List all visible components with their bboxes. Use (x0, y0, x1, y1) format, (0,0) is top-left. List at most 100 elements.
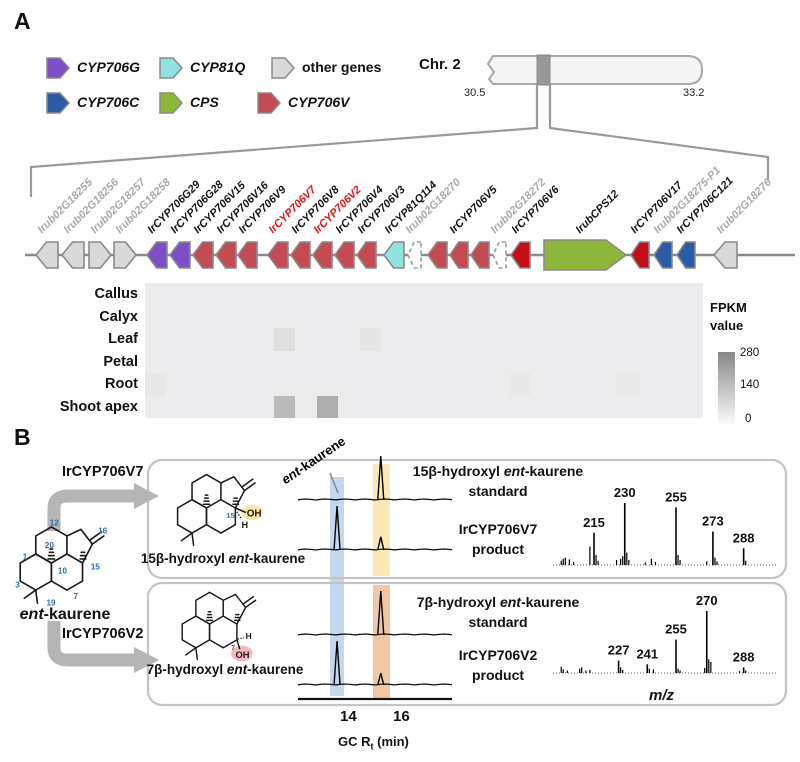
gc-tick-16: 16 (393, 708, 410, 725)
gene-arrow-IrubCPS12 (543, 239, 628, 271)
gene-arrow-IrCYP706V3 (356, 241, 377, 269)
svg-text:7: 7 (74, 592, 79, 601)
fpkm-tick-280: 280 (740, 347, 760, 359)
svg-text:15: 15 (91, 563, 101, 572)
gene-arrow-Irub02G18257 (88, 241, 113, 269)
svg-text:16: 16 (98, 526, 108, 535)
box-15b-hydroxyl (146, 458, 788, 580)
gene-arrow-IrCYP706V2 (312, 241, 333, 269)
product-top-name: 15β-hydroxyl ent-kaurene (140, 551, 306, 566)
chromosome-2-ideogram (486, 54, 704, 86)
gene-arrow-Irub02G18272 (492, 241, 507, 269)
fpkm-tick-140: 140 (740, 379, 760, 391)
fpkm-scale-title-1: FPKM (710, 300, 747, 315)
legend-label-CPS: CPS (190, 94, 219, 110)
gene-cluster-track (25, 239, 795, 271)
heatmap-row-label-leaf: Leaf (108, 331, 138, 347)
mass-spectra: 215 230 255 273 288 227 241 255 270 288 (553, 485, 778, 674)
reaction-arrow-bottom-head (134, 647, 159, 673)
fpkm-scale-title-2: value (710, 318, 744, 333)
svg-text:12: 12 (50, 518, 60, 527)
trace-label-v7-product: IrCYP706V7 product (458, 521, 538, 557)
gene-arrow-IrCYP706V9 (237, 241, 258, 269)
mz-axis-label: m/z (644, 687, 680, 704)
heatmap-cell-leaf-col7 (273, 328, 296, 351)
trace-label-15b-standard: 15β-hydroxyl ent-kaurene standard (412, 463, 584, 499)
ms-peak-label-227: 227 (608, 643, 630, 658)
gene-arrow-IrCYP706G28 (169, 241, 191, 269)
legend-label-Q: CYP81Q (190, 59, 246, 75)
trace-label-v2-product: IrCYP706V2 product (458, 647, 538, 683)
svg-text:20: 20 (45, 541, 55, 550)
svg-text:10: 10 (58, 567, 68, 576)
chromosome-end-mb: 33.2 (683, 87, 705, 99)
ms-peak-label-288: 288 (733, 649, 755, 664)
legend-label-C: CYP706C (77, 94, 140, 110)
gene-arrow-IrCYP706C121 (676, 241, 696, 269)
gc-axis-label: GC Rt (min) (338, 734, 409, 752)
chromosome-start-mb: 30.5 (464, 87, 486, 99)
gene-arrow-IrCYP706V4 (334, 241, 355, 269)
product-bottom-name: 7β-hydroxyl ent-kaurene (146, 662, 304, 677)
svg-text:OH: OH (235, 650, 249, 660)
reaction-arrow-top (47, 489, 134, 531)
panel-a-label: A (14, 8, 31, 34)
gene-arrow-IrCYP706V15 (192, 241, 214, 269)
svg-text:H: H (241, 520, 248, 530)
heatmap-row-label-calyx: Calyx (99, 308, 138, 325)
legend-arrow-C-icon (46, 92, 71, 114)
ms-peak-label-255: 255 (665, 622, 687, 637)
heatmap-cell-shoot-apex-col9 (316, 395, 339, 418)
svg-text:OH: OH (247, 508, 262, 519)
svg-text:H: H (246, 631, 252, 641)
gene-arrow-Irub02G18276 (712, 241, 738, 269)
enzyme-label-v2: IrCYP706V2 (62, 626, 144, 642)
heatmap-row-label-shoot-apex: Shoot apex (59, 398, 138, 415)
ms-peak-label-270: 270 (696, 593, 718, 608)
gene-arrow-Irub02G18270 (407, 241, 422, 269)
heatmap-cell-root-col23 (617, 373, 639, 396)
fpkm-scale-gradient (718, 352, 735, 424)
ms-peak-label-230: 230 (614, 485, 636, 500)
legend-label-other: other genes (302, 59, 382, 75)
result-boxes (146, 458, 788, 707)
svg-text:19: 19 (46, 599, 56, 608)
gene-arrow-IrCYP706V17 (630, 241, 650, 269)
structure-ent-kaurene: 1 3 20 10 12 16 15 7 19 (15, 518, 107, 607)
gc-chromatograms (297, 455, 453, 686)
legend-arrow-CPS-icon (159, 92, 184, 114)
reaction-arrow-bottom (47, 621, 134, 667)
svg-text:7: 7 (231, 643, 235, 652)
annotation-pointer (329, 472, 339, 494)
gene-arrow-IrCYP706V5 (449, 241, 469, 269)
legend-arrow-other-icon (271, 57, 296, 79)
heatmap-row-label-root: Root (104, 376, 138, 392)
reaction-arrow-top-head (134, 483, 159, 509)
structure-7b-hydroxyl-ent-kaurene: OH H 7 (181, 591, 257, 662)
zoom-funnel-lines (29, 85, 770, 197)
gene-arrow-unlabeled (470, 241, 490, 269)
gene-arrow-IrCYP706V16 (215, 241, 237, 269)
fpkm-heatmap (145, 283, 703, 418)
heatmap-cell-leaf-col11 (359, 328, 382, 351)
box-7b-hydroxyl (146, 581, 788, 707)
heatmap-cell-root-col1 (145, 373, 167, 396)
ms-peak-label-288: 288 (733, 530, 755, 545)
gene-arrow-Irub02G18255 (34, 241, 59, 269)
gene-arrow-Irub02G18258 (113, 241, 138, 269)
legend-arrow-G-icon (46, 57, 71, 79)
heatmap-cell-shoot-apex-col7 (273, 395, 296, 418)
gene-arrow-IrCYP81Q114 (383, 241, 405, 269)
gene-arrow-Irub02G18275-P1 (653, 241, 673, 269)
ms-peak-label-273: 273 (702, 514, 724, 529)
gene-arrow-IrCYP706V6 (510, 241, 531, 269)
enzyme-label-v7: IrCYP706V7 (62, 464, 144, 480)
gene-arrow-Irub02G18256 (60, 241, 85, 269)
svg-text:1: 1 (23, 553, 28, 562)
panel-b-label: B (14, 424, 31, 450)
svg-text:3: 3 (15, 581, 20, 590)
substrate-name: ent-kaurene (19, 606, 111, 623)
